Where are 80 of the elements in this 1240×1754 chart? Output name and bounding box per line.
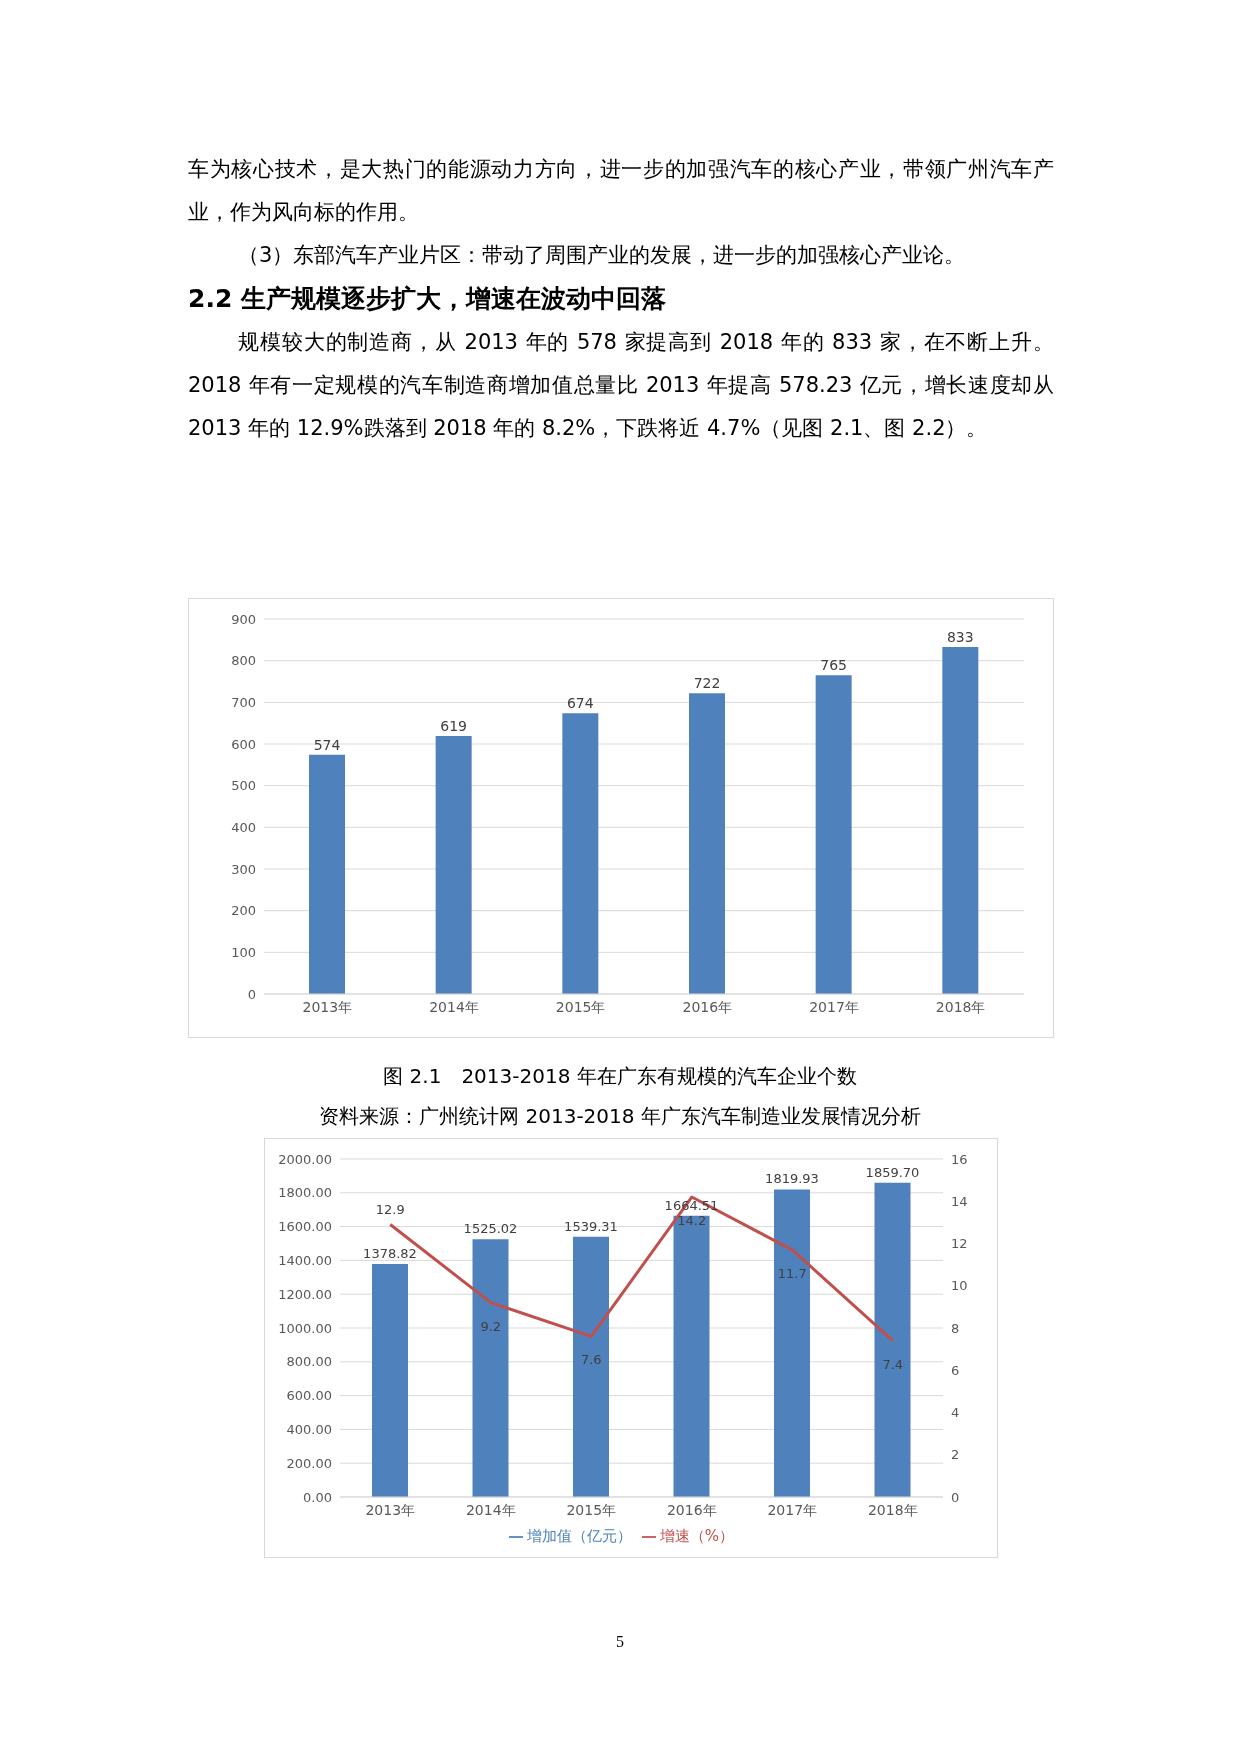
y-tick-label: 200 xyxy=(231,903,256,919)
y-tick-label: 800 xyxy=(231,653,256,669)
data-label: 14.2 xyxy=(677,1213,707,1229)
y-tick-label: 200.00 xyxy=(286,1455,332,1471)
x-tick-label: 2013年 xyxy=(365,1501,416,1518)
y2-tick-label: 2 xyxy=(951,1447,960,1463)
y2-tick-label: 0 xyxy=(951,1489,960,1505)
bar xyxy=(573,1236,609,1497)
bar xyxy=(774,1189,810,1497)
y-tick-label: 300 xyxy=(231,861,256,877)
legend-label: 增速（%） xyxy=(659,1527,735,1545)
text: 车为核心技术，是大热门的能源动力方向，进一步的加强汽车的核心产业，带领广州汽车产业，作为风向标的作用。 xyxy=(188,156,1054,226)
data-label: 12.9 xyxy=(375,1202,405,1218)
y-tick-label: 0.00 xyxy=(303,1489,332,1505)
y-tick-label: 2000.00 xyxy=(278,1151,332,1167)
text: 图 2.1 2013-2018 年在广东有规模的汽车企业个数 xyxy=(382,1063,858,1090)
data-label: 619 xyxy=(440,718,468,735)
data-label: 1539.31 xyxy=(564,1218,618,1234)
x-tick-label: 2016年 xyxy=(682,998,733,1015)
data-label: 1859.70 xyxy=(865,1164,920,1180)
bar xyxy=(942,646,979,994)
bar xyxy=(815,675,852,994)
data-label: 1819.93 xyxy=(765,1171,819,1187)
text: 规模较大的制造商，从 2013 年的 578 家提高到 2018 年的 833 家，在不断上升。2018 年有一定规模的汽车制造商增加值总量比 2013 年提高 578.23 亿元，增长速度却从 2013 年的 12.9%跌落到 2018 年的 8.2%，下跌将近 4.7%（见图 2.1、图 2.2）。 xyxy=(188,329,1054,442)
y2-tick-label: 4 xyxy=(951,1405,960,1421)
y-tick-label: 1000.00 xyxy=(278,1320,332,1336)
y2-tick-label: 14 xyxy=(951,1193,968,1209)
data-label: 833 xyxy=(946,628,974,645)
x-tick-label: 2014年 xyxy=(429,998,479,1015)
y-tick-label: 0 xyxy=(247,986,256,1002)
x-tick-label: 2016年 xyxy=(666,1501,717,1518)
y2-tick-label: 10 xyxy=(951,1278,968,1294)
data-label: 11.7 xyxy=(777,1265,807,1281)
y-tick-label: 600 xyxy=(231,736,256,752)
y-tick-label: 100 xyxy=(231,944,256,960)
y2-tick-label: 6 xyxy=(951,1362,960,1378)
data-label: 1378.82 xyxy=(363,1245,417,1261)
text: 2.2 生产规模逐步扩大，增速在波动中回落 xyxy=(188,283,667,315)
x-tick-label: 2013年 xyxy=(302,998,353,1015)
bar xyxy=(874,1182,911,1497)
x-tick-label: 2017年 xyxy=(809,998,859,1015)
data-label: 1525.02 xyxy=(463,1221,518,1237)
data-label: 674 xyxy=(566,695,594,712)
x-tick-label: 2015年 xyxy=(566,1501,617,1518)
y-tick-label: 600.00 xyxy=(286,1388,332,1404)
text: 资料来源：广州统计网 2013-2018 年广东汽车制造业发展情况分析 xyxy=(318,1103,922,1130)
y2-tick-label: 12 xyxy=(951,1236,968,1252)
y-tick-label: 1400.00 xyxy=(278,1253,332,1269)
x-tick-label: 2018年 xyxy=(935,998,986,1015)
y-tick-label: 700 xyxy=(231,694,256,710)
y2-tick-label: 16 xyxy=(951,1151,968,1167)
bar xyxy=(689,693,725,994)
bar xyxy=(309,754,345,994)
y-tick-label: 900 xyxy=(231,611,256,627)
y-tick-label: 1200.00 xyxy=(278,1286,332,1302)
bar xyxy=(472,1239,509,1497)
data-label: 722 xyxy=(693,675,721,692)
y-tick-label: 1800.00 xyxy=(278,1185,332,1201)
y-tick-label: 1600.00 xyxy=(278,1219,332,1235)
x-tick-label: 2017年 xyxy=(767,1501,818,1518)
x-tick-label: 2015年 xyxy=(555,998,606,1015)
y2-tick-label: 8 xyxy=(951,1320,960,1336)
y-tick-label: 400.00 xyxy=(286,1422,332,1438)
data-label: 9.2 xyxy=(480,1318,502,1334)
bar xyxy=(562,713,599,994)
data-label: 7.6 xyxy=(580,1352,602,1368)
bar xyxy=(372,1263,408,1497)
data-label: 7.4 xyxy=(882,1356,904,1372)
y-tick-label: 500 xyxy=(231,778,256,794)
text: 5 xyxy=(615,1633,625,1651)
x-tick-label: 2014年 xyxy=(465,1501,516,1518)
bar xyxy=(673,1215,710,1497)
data-label: 765 xyxy=(820,657,848,674)
legend-label: 增加值（亿元） xyxy=(526,1527,632,1545)
y-tick-label: 400 xyxy=(231,819,256,835)
bar xyxy=(435,736,472,994)
y-tick-label: 800.00 xyxy=(286,1354,332,1370)
data-label: 574 xyxy=(313,736,341,753)
text: （3）东部汽车产业片区：带动了周围产业的发展，进一步的加强核心产业论。 xyxy=(237,242,967,269)
x-tick-label: 2018年 xyxy=(867,1501,918,1518)
